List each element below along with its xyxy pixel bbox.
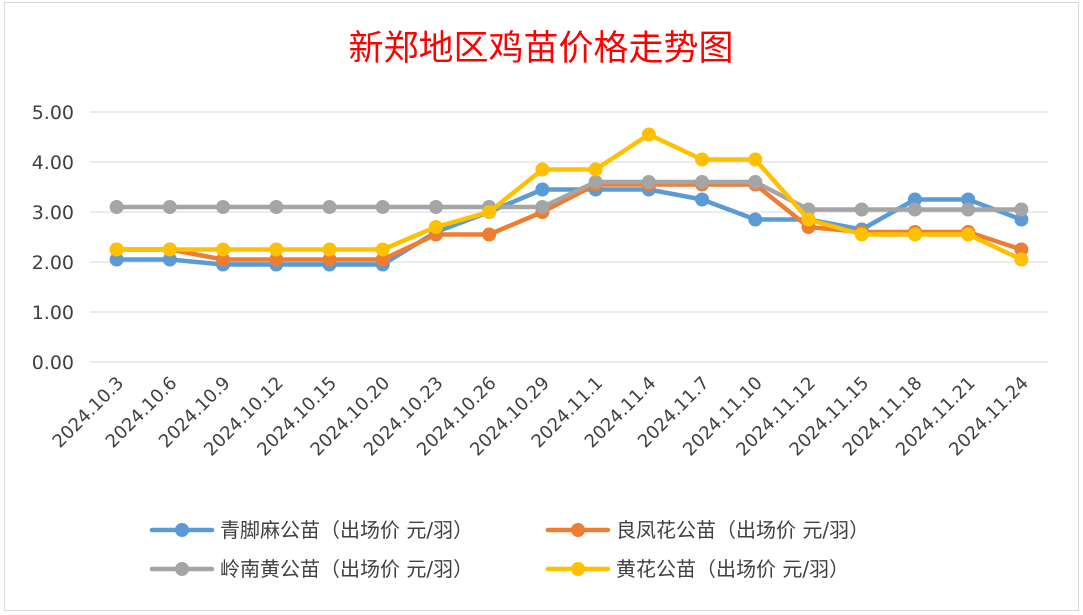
data-point [482, 205, 497, 219]
data-point [535, 200, 550, 214]
data-point [109, 200, 124, 214]
data-point [748, 212, 763, 227]
chart-title: 新郑地区鸡苗价格走势图 [348, 29, 733, 69]
data-point [907, 192, 922, 207]
series-3 [109, 175, 1029, 217]
legend-item: 青脚麻公苗（出场价 元/羽） [149, 518, 473, 542]
data-point [109, 252, 124, 267]
data-point [961, 192, 976, 207]
data-point [1014, 202, 1029, 217]
y-tick-label: 3.00 [32, 202, 74, 224]
legend-label: 青脚麻公苗（出场价 元/羽） [220, 518, 473, 542]
data-point [428, 220, 443, 234]
data-point [907, 227, 922, 242]
data-point [1014, 252, 1029, 267]
series-layer [109, 127, 1029, 272]
data-point [588, 175, 603, 189]
legend-swatch-marker [175, 523, 189, 537]
data-point [695, 192, 710, 207]
legend-swatch-marker [571, 562, 585, 576]
legend: 青脚麻公苗（出场价 元/羽） 良凤花公苗（出场价 元/羽） 岭南黄公苗（出场价 元/… [149, 518, 869, 581]
data-point [269, 200, 284, 214]
data-point [375, 252, 390, 267]
data-point [216, 200, 231, 214]
chart-frame [4, 2, 1079, 611]
legend-item: 良凤花公苗（出场价 元/羽） [545, 518, 869, 542]
data-point [216, 252, 231, 267]
data-point [428, 200, 443, 214]
data-point [801, 212, 816, 227]
legend-swatch-marker [175, 562, 189, 576]
series-line [114, 179, 1024, 212]
data-point [695, 152, 710, 167]
data-point [535, 182, 550, 197]
legend-item: 岭南黄公苗（出场价 元/羽） [149, 557, 473, 581]
data-point [748, 152, 763, 167]
legend-label: 良凤花公苗（出场价 元/羽） [616, 518, 869, 542]
series-line [114, 187, 1024, 267]
y-tick-label: 4.00 [32, 152, 74, 174]
data-point [322, 242, 337, 257]
data-point [641, 127, 656, 142]
data-point [641, 175, 656, 189]
data-point [109, 242, 124, 257]
series-4 [109, 127, 1029, 267]
data-point [854, 202, 869, 217]
data-point [162, 252, 177, 267]
data-point [1014, 242, 1029, 257]
series-line [114, 132, 1024, 262]
legend-item: 黄花公苗（出场价 元/羽） [545, 557, 849, 581]
legend-label: 岭南黄公苗（出场价 元/羽） [220, 557, 473, 581]
y-tick-label: 0.00 [32, 352, 74, 374]
y-axis: 0.00 1.00 2.00 3.00 4.00 5.00 [32, 102, 74, 374]
data-point [322, 252, 337, 267]
data-point [1014, 212, 1029, 227]
gridlines [90, 111, 1048, 363]
data-point [162, 200, 177, 214]
legend-label: 黄花公苗（出场价 元/羽） [616, 557, 849, 581]
data-point [854, 227, 869, 242]
data-point [375, 242, 390, 257]
data-point [375, 200, 390, 214]
y-tick-label: 1.00 [32, 302, 74, 324]
y-tick-label: 2.00 [32, 252, 74, 274]
data-point [695, 175, 710, 189]
data-point [907, 202, 922, 217]
series-line [114, 182, 1024, 262]
data-point [961, 227, 976, 242]
data-point [482, 227, 497, 242]
data-point [588, 162, 603, 177]
data-point [748, 175, 763, 189]
data-point [162, 242, 177, 257]
data-point [535, 162, 550, 177]
legend-swatch-marker [571, 523, 585, 537]
data-point [269, 252, 284, 267]
data-point [216, 242, 231, 257]
y-tick-label: 5.00 [32, 102, 74, 124]
data-point [322, 200, 337, 214]
x-axis: 2024.10.32024.10.62024.10.92024.10.12202… [49, 373, 1033, 461]
data-point [961, 202, 976, 217]
data-point [269, 242, 284, 257]
